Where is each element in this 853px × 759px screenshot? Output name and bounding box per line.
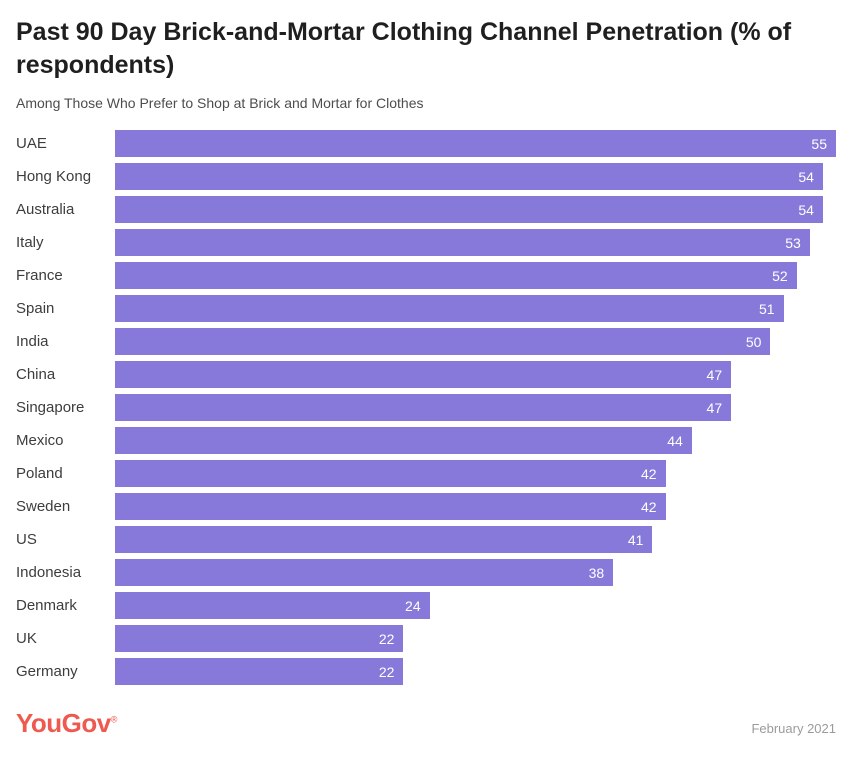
value-label: 52 (772, 267, 788, 284)
category-label: India (16, 333, 49, 350)
value-label: 53 (785, 234, 801, 251)
bar-track: 41 (115, 526, 836, 553)
bar-track: 53 (115, 229, 836, 256)
value-label: 44 (667, 432, 683, 449)
value-label: 42 (641, 498, 657, 515)
bar-track: 22 (115, 658, 836, 685)
category-label: Poland (16, 465, 63, 482)
bar-track: 47 (115, 361, 836, 388)
bar-track: 50 (115, 328, 836, 355)
value-label: 41 (627, 531, 644, 548)
category-label: UK (16, 630, 37, 647)
chart-row: US 41 (16, 526, 836, 553)
value-label: 22 (378, 663, 395, 680)
bar: 52 (115, 262, 797, 289)
bar: 44 (115, 427, 692, 454)
category-label: Sweden (16, 498, 71, 515)
value-label: 55 (811, 135, 827, 152)
value-label: 24 (405, 597, 421, 614)
chart-row: Australia 54 (16, 196, 836, 223)
bar-track: 42 (115, 493, 836, 520)
category-label: Singapore (16, 399, 85, 416)
bar-track: 22 (115, 625, 836, 652)
bar: 51 (115, 295, 784, 322)
chart-subtitle: Among Those Who Prefer to Shop at Brick … (16, 95, 424, 111)
value-label: 38 (588, 564, 605, 581)
category-label: Hong Kong (16, 168, 92, 185)
bar: 22 (115, 658, 404, 685)
bar: 54 (115, 163, 823, 190)
bar-track: 44 (115, 427, 836, 454)
bar: 50 (115, 328, 771, 355)
value-label: 47 (706, 366, 723, 383)
category-label: Australia (16, 201, 75, 218)
category-label: Germany (16, 663, 78, 680)
chart-row: India 50 (16, 328, 836, 355)
chart-row: Poland 42 (16, 460, 836, 487)
chart-row: Spain 51 (16, 295, 836, 322)
chart-row: Mexico 44 (16, 427, 836, 454)
category-label: France (16, 267, 63, 284)
chart-row: Sweden 42 (16, 493, 836, 520)
bar: 41 (115, 526, 653, 553)
category-label: US (16, 531, 37, 548)
bar: 47 (115, 394, 732, 421)
category-label: Indonesia (16, 564, 82, 581)
bar-track: 47 (115, 394, 836, 421)
bar-chart: UAE 55 Hong Kong 54 Australia 54 Italy 53 France… (16, 130, 836, 691)
bar-track: 42 (115, 460, 836, 487)
chart-row: Denmark 24 (16, 592, 836, 619)
chart-row: UAE 55 (16, 130, 836, 157)
chart-row: France 52 (16, 262, 836, 289)
bar: 47 (115, 361, 732, 388)
bar: 54 (115, 196, 823, 223)
value-label: 22 (378, 630, 395, 647)
category-label: China (16, 366, 56, 383)
value-label: 54 (798, 201, 814, 218)
bar: 55 (115, 130, 836, 157)
yougov-logo: YouGov® (16, 708, 117, 739)
value-label: 54 (798, 168, 814, 185)
value-label: 47 (706, 399, 723, 416)
bar-track: 52 (115, 262, 836, 289)
value-label: 50 (745, 333, 762, 350)
bar-track: 51 (115, 295, 836, 322)
bar: 42 (115, 493, 666, 520)
category-label: Denmark (16, 597, 77, 614)
category-label: UAE (16, 135, 47, 152)
bar-track: 38 (115, 559, 836, 586)
registered-trademark-icon: ® (110, 714, 118, 725)
chart-row: Singapore 47 (16, 394, 836, 421)
date-label: February 2021 (751, 721, 836, 736)
chart-title: Past 90 Day Brick-and-Mortar Clothing Ch… (16, 18, 792, 79)
chart-row: Germany 22 (16, 658, 836, 685)
chart-row: Indonesia 38 (16, 559, 836, 586)
chart-row: UK 22 (16, 625, 836, 652)
bar: 42 (115, 460, 666, 487)
chart-row: Hong Kong 54 (16, 163, 836, 190)
yougov-logo-text: YouGov (16, 708, 111, 738)
bar: 22 (115, 625, 404, 652)
bar: 24 (115, 592, 430, 619)
category-label: Italy (16, 234, 44, 251)
bar: 53 (115, 229, 810, 256)
bar-track: 55 (115, 130, 836, 157)
footer: YouGov® February 2021 (16, 708, 836, 745)
bar-track: 54 (115, 196, 836, 223)
bar: 38 (115, 559, 614, 586)
value-label: 42 (641, 465, 657, 482)
category-label: Mexico (16, 432, 64, 449)
chart-row: Italy 53 (16, 229, 836, 256)
chart-row: China 47 (16, 361, 836, 388)
category-label: Spain (16, 300, 55, 317)
value-label: 51 (758, 300, 775, 317)
bar-track: 54 (115, 163, 836, 190)
bar-track: 24 (115, 592, 836, 619)
